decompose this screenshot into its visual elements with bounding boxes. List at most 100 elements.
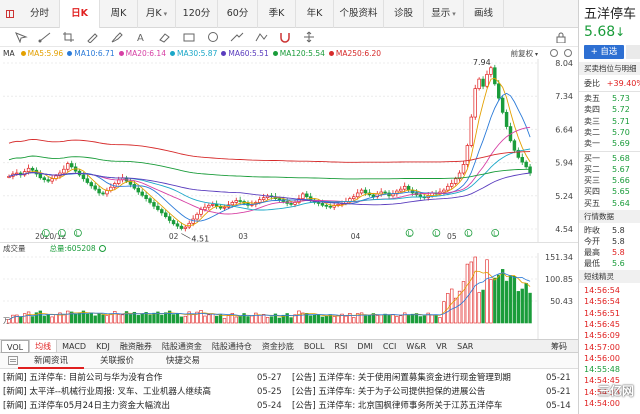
text-icon[interactable]: A [132,30,150,44]
indicator-tab[interactable]: CCI [382,341,397,351]
magnet-icon[interactable] [276,30,294,44]
event-marker-icon[interactable]: L [464,229,473,238]
svg-text:L: L [408,231,412,238]
shape-icon[interactable] [252,30,270,44]
alert-time[interactable]: 14:55:48 [584,365,620,375]
candlestick-chart[interactable]: 8.04 7.34 6.64 5.94 5.24 4.54 7.94 4.51 2020/12 0… [0,59,578,242]
indicator-tab[interactable]: 融资融券 [119,341,152,351]
alert-time[interactable]: 14:56:51 [584,308,620,318]
indicator-tab[interactable]: KDJ [96,341,110,351]
buy-level-row[interactable]: 买三 5.66 [584,175,640,186]
tab-6[interactable]: 季K [258,0,296,28]
indicator-tab[interactable]: W&R [406,341,427,351]
rect-icon[interactable] [180,30,198,44]
indicator-tab[interactable]: BOLL [303,341,325,351]
news-tab[interactable]: 关联报价 [100,355,135,366]
chips-tab[interactable]: 筹码 [551,341,567,351]
buy-level-row[interactable]: 买一 5.68 [584,153,640,164]
tab-11[interactable]: 画线 [464,0,504,28]
tab-9[interactable]: 诊股 [384,0,424,28]
event-marker-icon[interactable]: L [74,229,82,238]
tab-4[interactable]: 120分 [176,0,218,28]
alert-time[interactable]: 14:57:00 [584,342,620,352]
buy-level-row[interactable]: 买二 5.67 [584,164,640,175]
add-watchlist-button[interactable]: + 自选 [584,45,624,59]
buy-level-row[interactable]: 买四 5.65 [584,186,640,197]
ray-icon[interactable] [36,30,54,44]
volume-settings-icon[interactable] [98,244,106,252]
sell-level-row[interactable]: 卖三 5.71 [584,116,640,127]
measure-icon[interactable] [228,30,246,44]
tab-1[interactable]: 日K [60,0,100,28]
indicator-tab[interactable]: 陆股通持仓 [211,341,252,351]
alert-time[interactable]: 14:54:45 [584,376,620,386]
lock-icon[interactable] [552,30,570,44]
indicator-tab[interactable]: 陆股通资金 [161,341,202,351]
tab-5[interactable]: 60分 [218,0,258,28]
indicator-tab[interactable]: VR [436,341,448,351]
volume-bar [403,312,407,324]
news-item[interactable]: [新闻] 五洋停车05月24日主力资金大幅流出 05-24 [0,399,289,413]
indicator-tab[interactable]: 资金抄底 [261,341,294,351]
indicator-tab[interactable]: SAR [457,341,474,351]
volume-chart[interactable]: 151.34 100.85 50.43 万 [0,253,578,339]
volume-bar [324,315,329,324]
announcement-item[interactable]: [公告] 五洋停车: 关于使用闲置募集资金进行现金管理到期 05-21 [289,371,578,385]
announcement-item[interactable]: [公告] 五洋停车: 北京国枫律师事务所关于江苏五洋停车 05-14 [289,399,578,413]
buy-level-row[interactable]: 买五 5.64 [584,198,640,209]
tab-2[interactable]: 周K [100,0,138,28]
layout-grid-icon[interactable] [6,9,14,18]
volume-bar [516,291,520,324]
news-item[interactable]: [新闻] 五洋停车: 目前公司与华为没有合作 05-27 [0,371,289,385]
event-marker-icon[interactable]: L [57,229,66,238]
indicator-tab[interactable]: DMI [357,341,373,351]
adjust-select[interactable]: 前复权 [511,48,538,59]
alert-time[interactable]: 14:56:09 [584,331,620,341]
volume-bar [399,315,403,324]
alert-time[interactable]: 14:56:45 [584,319,620,329]
tab-7[interactable]: 年K [296,0,334,28]
indicator-tab[interactable]: MACD [62,341,87,351]
sell-level-row[interactable]: 卖一 5.69 [584,138,640,149]
announcement-item[interactable]: [公告] 五洋停车: 关于为子公司提供担保的进展公告 05-21 [289,385,578,399]
settings-icon[interactable] [550,49,558,57]
watchlist-more-button[interactable] [626,45,640,59]
tab-8[interactable]: 个股资料 [334,0,384,28]
indicator-tab[interactable]: VOL [1,339,30,353]
tab-10[interactable]: 显示 ▾ [424,0,464,28]
event-marker-icon[interactable]: L [405,229,414,238]
alert-time[interactable]: 14:54:33 [584,387,620,397]
news-tab[interactable]: 新闻资讯 [18,353,85,369]
crop-icon[interactable] [60,30,78,44]
tab-3[interactable]: 月K ▾ [138,0,176,28]
sell-level-row[interactable]: 卖五 5.73 [584,93,640,104]
cursor-icon[interactable] [12,30,30,44]
volume-bar [500,269,505,324]
quote-value: 5.8 [612,237,625,246]
indicator-tab[interactable]: 均线 [29,339,58,353]
volume-bar [301,312,305,324]
alert-time[interactable]: 14:54:00 [584,399,620,408]
tab-0[interactable]: 分时 [20,0,60,28]
indicator-tab[interactable]: RSI [334,341,348,351]
brush-icon[interactable] [108,30,126,44]
sell-level-row[interactable]: 卖二 5.70 [584,127,640,138]
news-item[interactable]: [新闻] 太平洋--机械行业周报: 叉车、工业机器人继续高 05-25 [0,385,289,399]
sell-level-row[interactable]: 卖四 5.72 [584,104,640,115]
last-price-value: 5.68 [584,24,616,40]
eraser-icon[interactable] [156,30,174,44]
alert-time[interactable]: 14:56:00 [584,353,620,363]
alert-time[interactable]: 14:56:54 [584,286,620,295]
event-marker-icon[interactable]: L [491,229,500,238]
legend-dot-icon [20,50,26,56]
news-tab[interactable]: 快捷交易 [166,355,201,366]
move-icon[interactable] [300,30,318,44]
event-marker-icon[interactable]: L [432,229,441,238]
alert-time[interactable]: 14:56:54 [584,297,620,307]
candle-body [477,78,481,89]
circle-icon[interactable] [204,30,222,44]
candle-body [453,178,458,184]
close-icon[interactable] [564,49,572,57]
event-marker-icon[interactable]: L [41,229,50,238]
pencil-icon[interactable] [84,30,102,44]
